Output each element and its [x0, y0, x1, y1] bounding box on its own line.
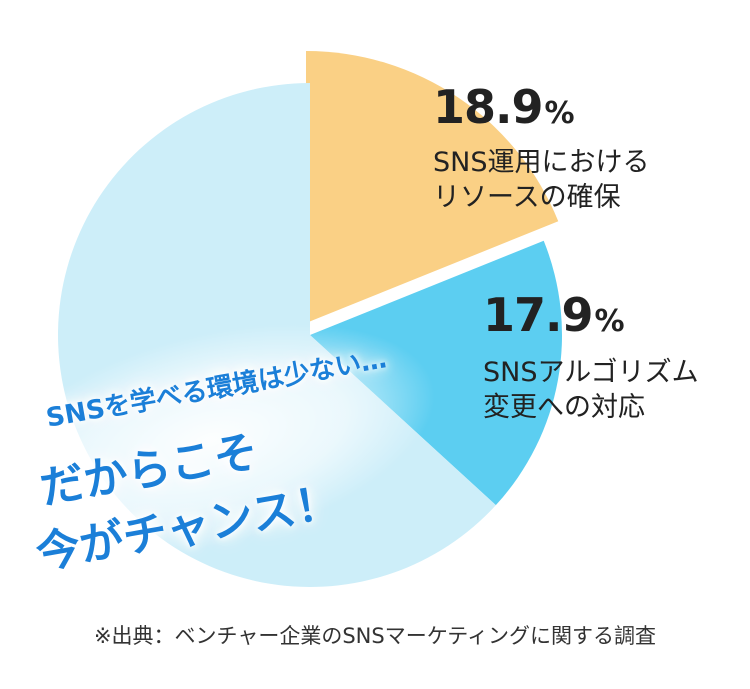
- source-note: ※出典：ベンチャー企業のSNSマーケティングに関する調査: [93, 624, 657, 648]
- slice-2-label-line-1: SNSアルゴリズム: [483, 357, 699, 388]
- slice-1-percent-symbol: %: [544, 96, 575, 131]
- slice-2-percent: 17.9%: [483, 292, 625, 339]
- slice-2-label: SNSアルゴリズム 変更への対応: [483, 355, 699, 425]
- pie-slice-1: [306, 51, 559, 323]
- pie-slice-2: [310, 240, 562, 506]
- slice-1-label-line-1: SNS運用における: [433, 147, 650, 178]
- callout-glow: [0, 323, 435, 557]
- slice-2-percent-symbol: %: [594, 304, 625, 339]
- slice-1-percent-value: 18.9: [433, 80, 543, 134]
- slice-1-percent: 18.9%: [433, 84, 575, 131]
- slice-2-percent-value: 17.9: [483, 288, 593, 342]
- slice-1-label-line-2: リソースの確保: [433, 182, 621, 213]
- slice-1-label: SNS運用における リソースの確保: [433, 145, 649, 215]
- slice-2-label-line-2: 変更への対応: [483, 392, 645, 423]
